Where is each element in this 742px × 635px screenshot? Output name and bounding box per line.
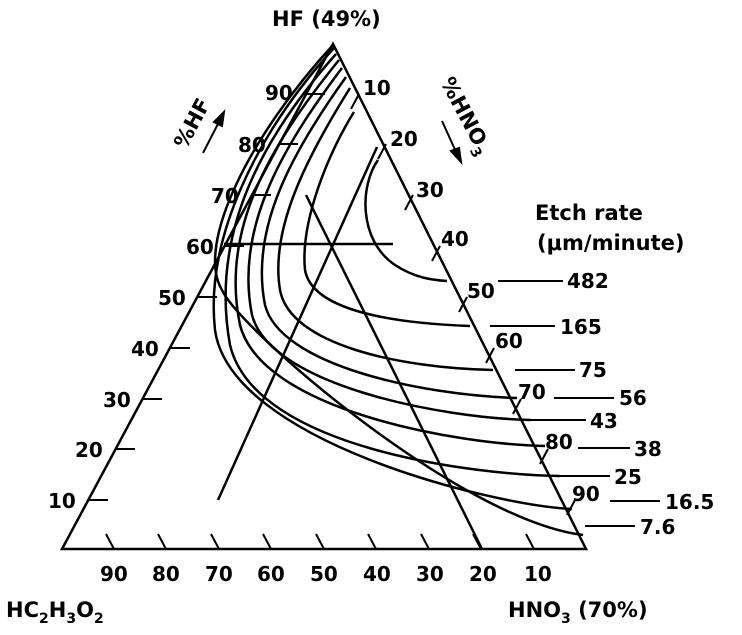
contour-38 [234,59,546,448]
right-tick-label: 90 [572,482,600,506]
bottom-right-corner-label: HNO3 (70%) [508,598,648,627]
bottom-tick-label: 60 [257,562,285,586]
left-axis-arrow-shaft [202,119,221,154]
etch-rate-labels: 482 165 75 56 43 38 25 16.5 7.6 [560,269,714,539]
etch-rate-label: 75 [579,358,607,382]
left-tick-label: 40 [131,337,159,361]
etch-rate-label: 56 [619,386,647,410]
bottom-tick [105,533,115,550]
right-tick [485,347,495,364]
left-tick-label: 10 [48,489,76,513]
right-tick [512,398,522,415]
left-axis-arrowhead [212,109,226,128]
right-tick [566,499,576,516]
left-tick-label: 70 [211,184,239,208]
bottom-tick [210,533,220,550]
right-axis-title: %HNO3 [431,73,496,161]
bottom-tick [315,533,325,550]
left-tick-label: 90 [265,81,293,105]
bottom-tick-label: 40 [363,562,391,586]
descending-diagonal-line [304,194,484,550]
bottom-tick-label: 50 [310,562,338,586]
bottom-tick [262,533,272,550]
left-tick-label: 30 [103,388,131,412]
contour-165 [303,111,471,328]
left-tick-labels: 10 20 30 40 50 60 70 80 90 [48,81,293,513]
bottom-tick-labels: 90 80 70 60 50 40 30 20 10 [100,562,552,586]
etch-rate-label: 38 [634,437,662,461]
left-tick-label: 60 [186,235,214,259]
contour-7.6 [213,44,584,537]
right-tick-label: 70 [518,380,546,404]
bottom-tick [157,533,167,550]
right-tick-label: 80 [545,430,573,454]
right-tick-label: 60 [495,329,523,353]
etch-rate-contours [212,44,584,537]
right-axis-arrowhead [449,146,463,166]
right-tick [431,245,441,262]
left-tick-label: 80 [238,133,266,157]
right-tick [377,143,387,160]
contour-43 [247,67,532,422]
bottom-tick-label: 70 [205,562,233,586]
contour-16.5 [212,47,573,511]
etch-rate-label: 16.5 [665,490,714,514]
contour-56 [260,76,518,400]
ascending-diagonal-line [216,146,379,501]
bottom-tick-label: 10 [524,562,552,586]
top-corner-label: HF (49%) [272,7,381,31]
bottom-axis-ticks [105,533,535,550]
bottom-tick [367,533,377,550]
bottom-left-corner-label: HC2H3O2 [6,598,104,627]
right-tick-label: 30 [416,178,444,202]
etch-rate-label: 25 [614,465,642,489]
etch-rate-label: 165 [560,315,602,339]
right-tick [404,194,414,211]
bottom-tick [525,533,535,550]
etch-rate-label: 482 [567,269,609,293]
etch-rate-leaders [490,280,660,527]
right-tick [458,296,468,313]
contour-25 [224,53,561,478]
bottom-tick [420,533,430,550]
right-axis-ticks [350,93,576,516]
right-tick [350,93,360,110]
bottom-tick-label: 30 [416,562,444,586]
bottom-tick-label: 90 [100,562,128,586]
left-tick-label: 20 [75,438,103,462]
contour-75 [277,87,494,372]
bottom-tick-label: 80 [152,562,180,586]
etch-rate-units: (μm/minute) [537,231,684,255]
etch-rate-label: 7.6 [640,515,675,539]
right-tick-label: 20 [390,127,418,151]
right-tick [539,448,549,465]
right-tick-labels: 10 20 30 40 50 60 70 80 90 [363,76,600,506]
left-tick-label: 50 [158,286,186,310]
right-axis-arrow-shaft [441,120,458,155]
bottom-tick-label: 20 [469,562,497,586]
contour-482 [364,159,448,283]
axis-arrows [202,109,463,166]
left-axis-ticks [88,93,325,501]
right-tick-label: 50 [467,279,495,303]
etch-rate-title: Etch rate [535,201,643,225]
right-tick-label: 10 [363,76,391,100]
etch-rate-label: 43 [590,409,618,433]
right-tick-label: 40 [441,227,469,251]
